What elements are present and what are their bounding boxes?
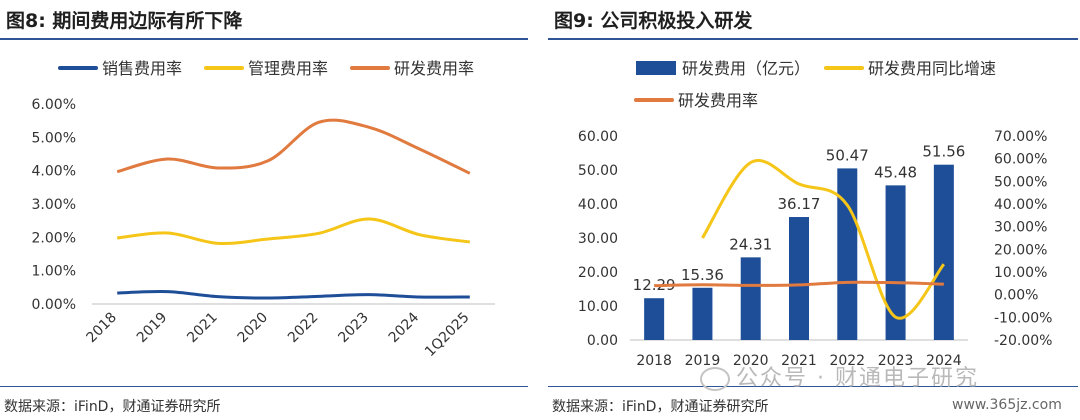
x-tick-label: 2021 xyxy=(184,310,221,347)
x-tick-label: 2019 xyxy=(134,310,171,347)
legend-swatch xyxy=(636,61,676,75)
y-right-tick-label: 50.00% xyxy=(994,174,1047,190)
x-tick-label: 2018 xyxy=(84,310,121,347)
series-line xyxy=(117,290,470,300)
x-tick-label: 2024 xyxy=(386,309,423,346)
y-right-tick-label: 0.00% xyxy=(994,288,1038,304)
bar xyxy=(885,185,906,340)
y-right-tick-label: 20.00% xyxy=(994,242,1047,258)
x-tick-label: 2020 xyxy=(733,353,769,369)
y-tick-label: 5.00% xyxy=(32,130,76,146)
y-tick-label: 1.00% xyxy=(32,264,76,280)
x-tick-label: 2020 xyxy=(235,310,272,347)
series-line xyxy=(117,217,471,246)
y-right-tick-label: 30.00% xyxy=(994,220,1047,236)
bar xyxy=(789,217,809,340)
bar-data-label: 15.36 xyxy=(681,266,724,284)
bar-data-label: 51.56 xyxy=(922,143,965,161)
y-right-tick-label: -20.00% xyxy=(994,333,1052,349)
wechat-icon xyxy=(700,367,730,391)
figure-8-source: 数据来源：iFinD，财通证券研究所 xyxy=(4,399,221,415)
legend-label: 管理费用率 xyxy=(248,59,328,78)
y-left-tick-label: 50.00 xyxy=(578,163,618,179)
x-tick-label: 2022 xyxy=(829,353,865,369)
expense-ratio-chart: 销售费用率 管理费用率 研发费用率 0.00% 1.00% 2.00% 3.00% 4.00%… xyxy=(32,59,495,361)
y-right-tick-label: 60.00% xyxy=(994,152,1047,168)
bar-data-label: 45.48 xyxy=(874,163,917,181)
y-tick-label: 4.00% xyxy=(32,164,76,180)
y-left-tick-label: 60.00 xyxy=(578,129,618,145)
x-tick-label: 1Q2025 xyxy=(422,310,473,361)
bar xyxy=(740,257,761,340)
site-watermark: www.365jz.com xyxy=(952,397,1062,413)
y-right-tick-label: -10.00% xyxy=(994,310,1052,326)
watermark: 公众号 · 财通电子研究 xyxy=(700,360,979,392)
x-tick-label: 2019 xyxy=(685,353,721,369)
figure-8-title: 图8: 期间费用边际有所下降 xyxy=(6,10,243,32)
bar-data-label: 36.17 xyxy=(778,195,821,213)
figure-9-source: 数据来源：iFinD，财通证券研究所 xyxy=(552,399,769,415)
source-divider xyxy=(0,386,528,387)
y-right-tick-label: 10.00% xyxy=(994,265,1047,281)
bar xyxy=(692,287,713,340)
legend-label: 研发费用率 xyxy=(678,91,758,110)
y-tick-label: 6.00% xyxy=(32,97,76,113)
y-left-tick-label: 40.00 xyxy=(578,197,618,213)
bar-data-label: 50.47 xyxy=(826,146,869,164)
x-tick-label: 2023 xyxy=(335,310,372,347)
x-tick-label: 2023 xyxy=(878,353,914,369)
legend-label: 销售费用率 xyxy=(102,59,182,78)
y-tick-label: 0.00% xyxy=(32,297,76,313)
legend-label: 研发费用率 xyxy=(394,59,474,78)
source-divider xyxy=(548,386,1078,387)
bar xyxy=(933,164,954,340)
bar xyxy=(644,298,665,340)
legend-label: 研发费用（亿元） xyxy=(682,59,810,78)
x-tick-label: 2021 xyxy=(781,353,817,369)
figure-9-title: 图9: 公司积极投入研发 xyxy=(554,10,753,32)
title-divider xyxy=(0,38,528,40)
bar xyxy=(837,168,858,340)
series-line xyxy=(116,118,471,175)
series-line xyxy=(654,280,944,288)
x-tick-label: 2022 xyxy=(285,310,322,347)
y-left-tick-label: 20.00 xyxy=(578,265,618,281)
y-right-tick-label: 70.00% xyxy=(994,129,1047,145)
legend-label: 研发费用同比增速 xyxy=(868,59,996,78)
series-line xyxy=(701,159,946,320)
y-tick-label: 3.00% xyxy=(32,197,76,213)
y-left-tick-label: 10.00 xyxy=(578,299,618,315)
y-right-tick-label: 40.00% xyxy=(994,197,1047,213)
figure-9-panel: 图9: 公司积极投入研发 研发费用（亿元） 研发费用同比增速研发费用率 0.00 10… xyxy=(548,0,1080,420)
y-tick-label: 2.00% xyxy=(32,230,76,246)
y-left-tick-label: 0.00 xyxy=(587,333,618,349)
bar-data-label: 24.31 xyxy=(729,235,772,253)
figure-8-panel: 图8: 期间费用边际有所下降 销售费用率 管理费用率 研发费用率 0.00% 1.00%… xyxy=(0,0,530,420)
title-divider xyxy=(548,38,1078,40)
x-tick-label: 2018 xyxy=(636,353,672,369)
watermark-text: 公众号 · 财通电子研究 xyxy=(736,366,979,391)
y-left-tick-label: 30.00 xyxy=(578,231,618,247)
x-tick-label: 2024 xyxy=(926,353,962,369)
